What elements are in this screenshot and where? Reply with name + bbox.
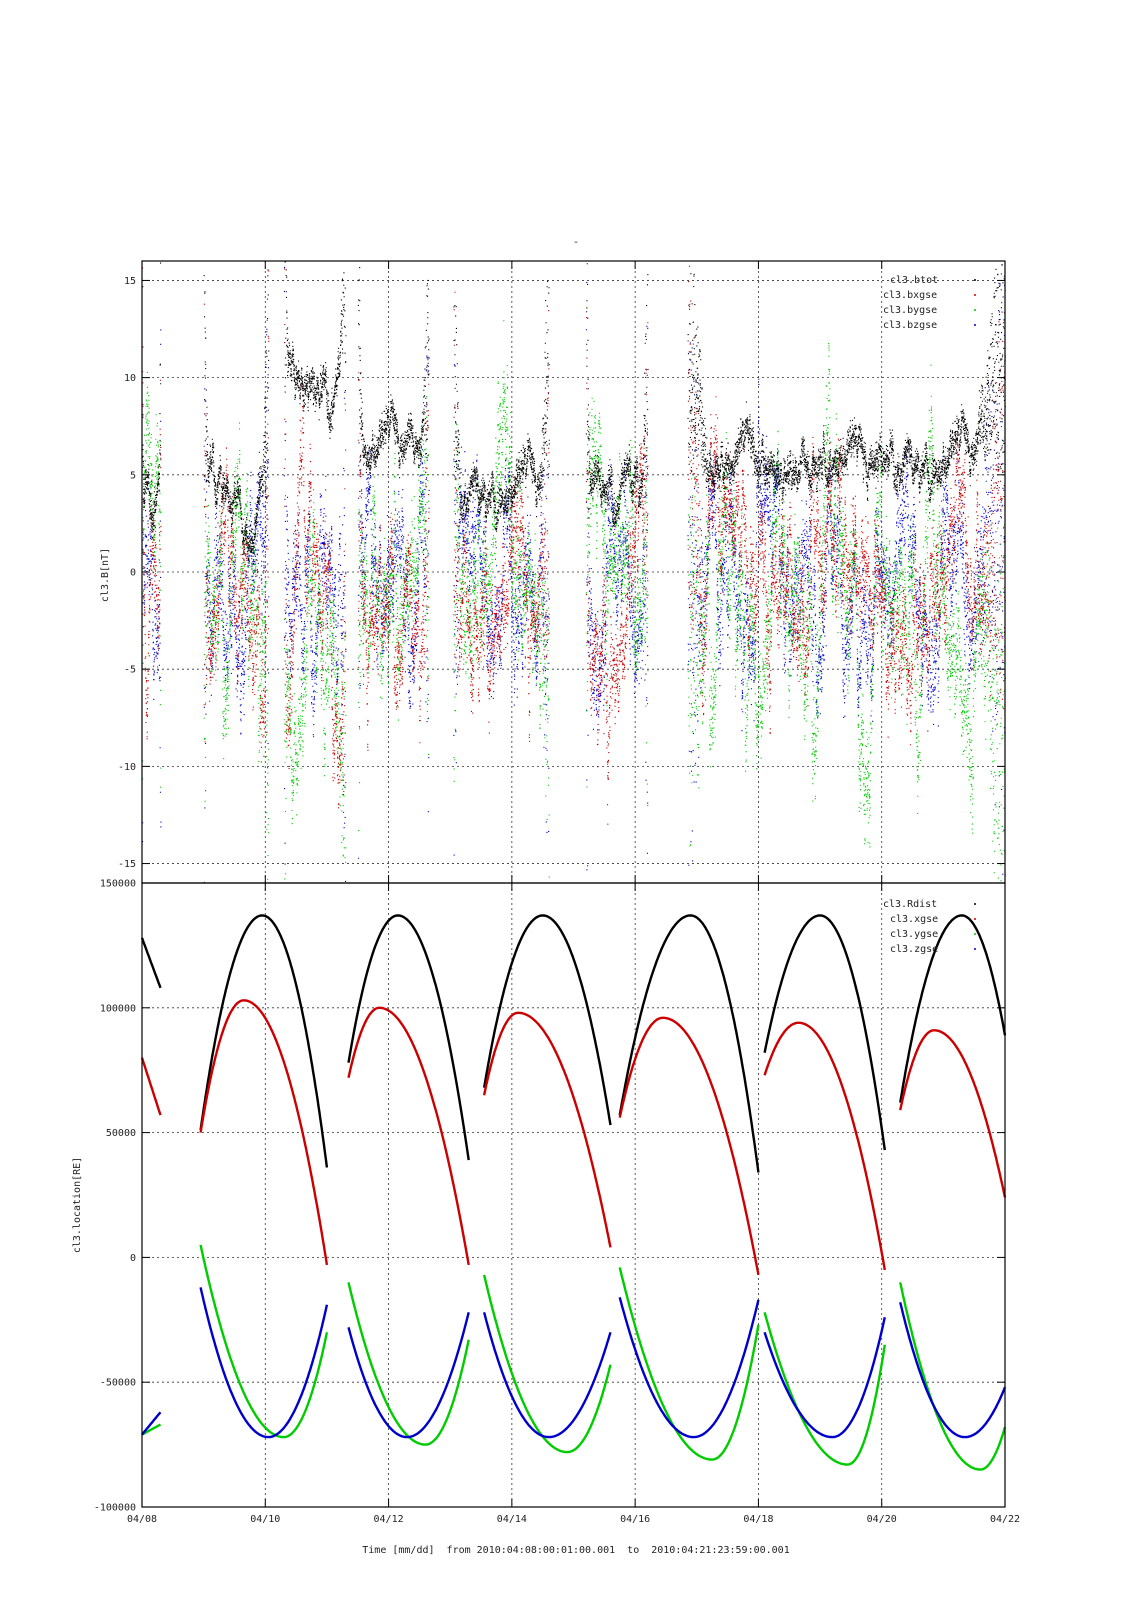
p1-points-btot-seg0	[142, 262, 162, 539]
p2-line-xgse-seg4	[618, 1016, 760, 1276]
legend-bygse-marker	[974, 309, 976, 311]
p1-points-bzgse-seg5	[585, 281, 649, 871]
p1-points-bxgse-seg6	[687, 265, 1006, 746]
p1-points-btot-seg2	[284, 261, 347, 439]
p1-points-bzgse-seg0	[142, 329, 162, 843]
legend-bzgse-marker	[974, 324, 976, 326]
p1-points-bxgse-seg2	[283, 268, 347, 813]
p1-ytick-label-3: 0	[130, 568, 136, 579]
p1-ytick-label-1: 10	[124, 373, 136, 384]
legend-bzgse: cl3.bzgse	[883, 320, 937, 331]
p2-frame	[141, 882, 1006, 1508]
p1-ytick-label-2: 5	[130, 470, 136, 481]
p2-line-Rdist-seg3	[482, 914, 612, 1126]
p2-ytick-label-2: 50000	[106, 1128, 136, 1139]
p1-ytick-label-0: 15	[124, 276, 136, 287]
p2-ytick-label-5: -100000	[94, 1503, 136, 1514]
p2-line-zgse-seg2	[347, 1312, 470, 1439]
p2-ytick-label-3: 0	[130, 1253, 136, 1264]
p1-ytick-label-6: -15	[118, 859, 136, 870]
legend-ygse: cl3.ygse	[890, 929, 938, 940]
x-tick-label-1: 04/10	[250, 1514, 280, 1525]
legend-btot: cl3.btot	[890, 275, 938, 286]
panel1-axes: 15 10 5 0 -5 -10 -15	[118, 260, 1006, 884]
p2-line-zgse-seg1	[199, 1287, 329, 1439]
p1-points-btot-seg1	[203, 269, 270, 564]
p2-line-Rdist-seg4	[618, 914, 760, 1173]
x-tick-label-3: 04/14	[497, 1514, 527, 1525]
legend-bxgse-marker	[974, 294, 976, 296]
legend-rdist-marker	[974, 903, 976, 905]
x-tick-label-0: 04/08	[127, 1514, 157, 1525]
panel2-ylabel: cl3.location[RE]	[72, 1157, 83, 1253]
p2-line-ygse-seg5	[763, 1311, 886, 1466]
p2-ytick-label-4: -50000	[100, 1378, 136, 1389]
p2-line-Rdist-seg2	[347, 914, 470, 1161]
p2-line-ygse-seg3	[482, 1274, 612, 1454]
legend-zgse: cl3.zgse	[890, 944, 938, 955]
p2-line-ygse-seg2	[347, 1282, 470, 1446]
p2-line-zgse-seg3	[482, 1311, 612, 1439]
x-tick-label-4: 04/16	[620, 1514, 650, 1525]
p2-line-xgse-seg2	[347, 1006, 470, 1266]
p2-line-ygse-seg1	[199, 1244, 329, 1439]
legend-btot-marker	[974, 279, 976, 281]
panel2-grid	[142, 883, 1005, 1507]
p2-line-xgse-seg6	[899, 1029, 1007, 1198]
x-axis-label: Time [mm/dd] from 2010:04:08:00:01:00.00…	[362, 1545, 789, 1556]
p2-line-xgse-seg0	[140, 1057, 162, 1116]
p1-points-btot-seg3	[357, 267, 430, 480]
p2-line-zgse-seg0	[141, 1411, 162, 1436]
legend-bxgse: cl3.bxgse	[883, 290, 937, 301]
p2-line-xgse-seg3	[482, 1011, 612, 1248]
p2-line-zgse-seg6	[899, 1302, 1007, 1439]
p1-points-bzgse-seg6	[687, 264, 1006, 876]
p1-points-bxgse-seg5	[585, 317, 649, 825]
p2-line-Rdist-seg0	[140, 937, 162, 989]
x-tick-label-5: 04/18	[743, 1514, 773, 1525]
p1-points-bygse-seg4	[453, 320, 550, 878]
p2-line-zgse-seg4	[618, 1296, 760, 1439]
p1-points-btot-seg4	[453, 280, 550, 549]
p2-line-zgse-seg5	[763, 1317, 886, 1439]
panel2-marks	[140, 914, 1007, 1471]
p1-points-bygse-seg3	[357, 396, 430, 832]
panel1-legend: cl3.btot cl3.bxgse cl3.bygse cl3.bzgse	[883, 275, 976, 331]
p2-line-xgse-seg1	[199, 999, 329, 1266]
x-tick-label-2: 04/12	[374, 1514, 404, 1525]
legend-bygse: cl3.bygse	[883, 305, 937, 316]
p1-points-bygse-seg6	[687, 343, 1006, 882]
panel1-ylabel: cl3.B[nT]	[100, 548, 111, 602]
p1-points-bxgse-seg4	[453, 291, 550, 742]
x-tick-label-6: 04/20	[867, 1514, 897, 1525]
p1-points-btot-seg6	[687, 264, 1006, 520]
legend-rdist: cl3.Rdist	[883, 899, 937, 910]
p2-ytick-label-0: 150000	[100, 879, 136, 890]
p2-ytick-label-1: 100000	[100, 1003, 136, 1014]
panel2-legend: cl3.Rdist cl3.xgse cl3.ygse cl3.zgse	[883, 899, 976, 955]
legend-ygse-marker	[974, 933, 976, 935]
legend-zgse-marker	[974, 948, 976, 950]
p1-points-bzgse-seg3	[357, 295, 430, 859]
p1-points-bygse-seg0	[142, 371, 162, 788]
x-tick-label-7: 04/22	[990, 1514, 1020, 1525]
p1-points-bygse-seg5	[585, 397, 649, 807]
p2-line-Rdist-seg1	[199, 914, 329, 1168]
p2-line-Rdist-seg6	[899, 914, 1007, 1103]
panel1-marks	[142, 261, 1006, 883]
p1-ytick-label-5: -10	[118, 762, 136, 773]
legend-xgse-marker	[974, 918, 976, 920]
p2-line-ygse-seg6	[899, 1282, 1007, 1471]
p2-line-ygse-seg4	[618, 1267, 760, 1461]
p1-points-btot-seg5	[585, 263, 649, 534]
chart-title-mark: -	[573, 237, 579, 248]
legend-xgse: cl3.xgse	[890, 914, 938, 925]
p2-line-xgse-seg5	[763, 1021, 886, 1271]
p2-line-ygse-seg0	[141, 1423, 162, 1436]
p2-line-Rdist-seg5	[763, 914, 886, 1151]
p1-ytick-label-4: -5	[124, 665, 136, 676]
p1-points-bzgse-seg1	[203, 298, 270, 883]
